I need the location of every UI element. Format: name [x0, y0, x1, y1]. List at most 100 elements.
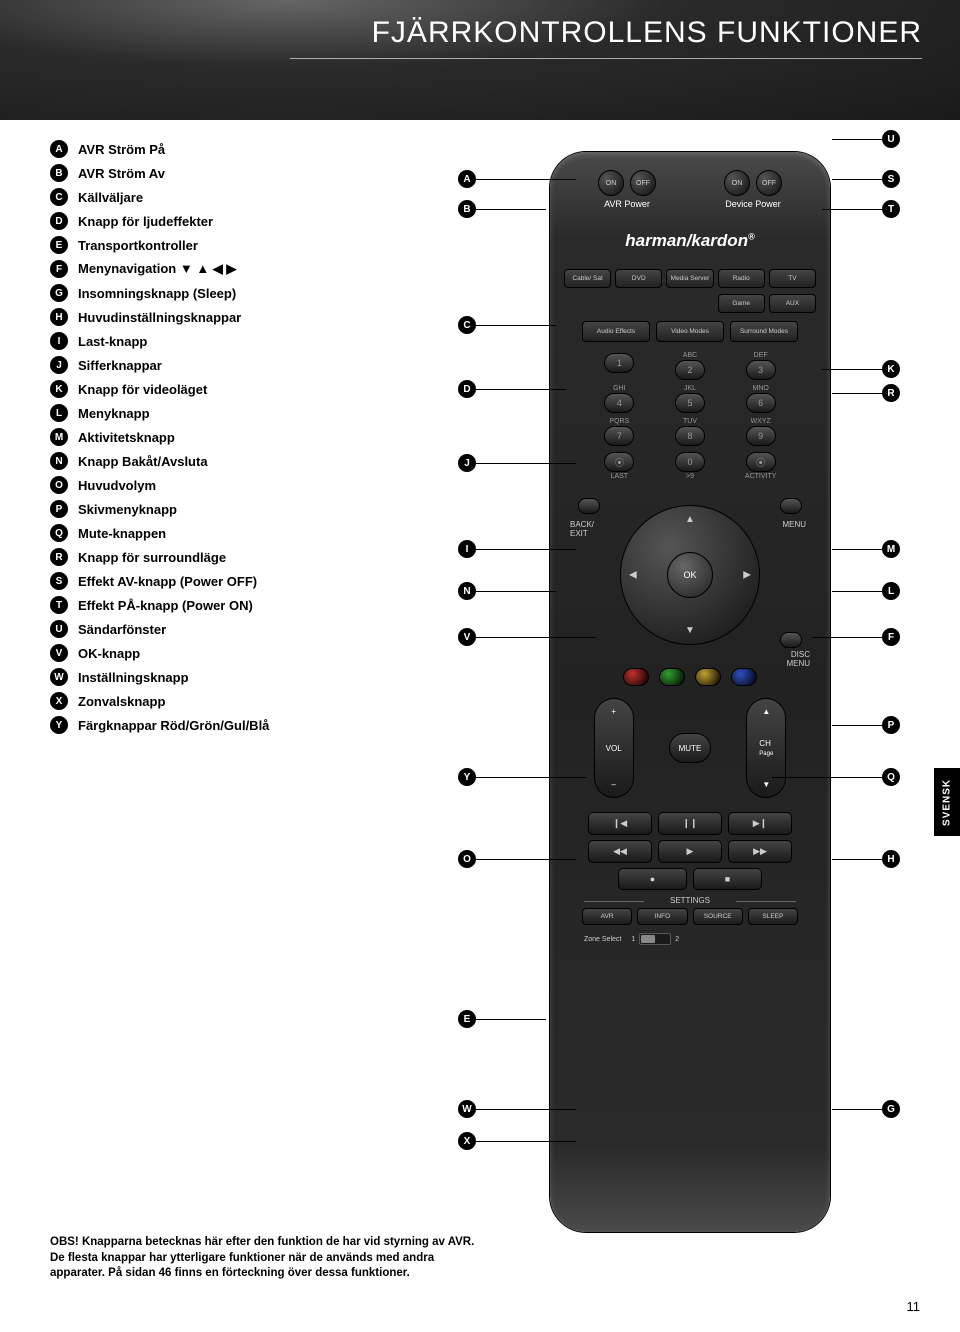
- source-button[interactable]: Cable/ Sat: [564, 269, 611, 288]
- color-button[interactable]: [731, 668, 757, 686]
- callout-bubble: X: [458, 1132, 476, 1150]
- transport-button[interactable]: ▶❙: [728, 812, 792, 835]
- zone-label: Zone Select: [584, 936, 621, 943]
- transport-button[interactable]: ❙◀: [588, 812, 652, 835]
- transport-button[interactable]: ❙❙: [658, 812, 722, 835]
- avr-on-button[interactable]: ON: [598, 170, 624, 196]
- settings-label: SETTINGS: [564, 896, 816, 905]
- ok-button[interactable]: OK: [667, 552, 713, 598]
- source-button[interactable]: AUX: [769, 294, 816, 313]
- nav-top-left-button[interactable]: [578, 498, 600, 514]
- legend-bubble: Q: [50, 524, 68, 542]
- legend-text: OK-knapp: [78, 646, 140, 661]
- legend-row: VOK-knapp: [50, 644, 380, 662]
- transport-button[interactable]: ◀◀: [588, 840, 652, 863]
- num-button[interactable]: 3: [746, 360, 776, 380]
- legend-bubble: O: [50, 476, 68, 494]
- callout-bubble: R: [882, 384, 900, 402]
- nav-down-icon: ▼: [685, 625, 695, 636]
- num-button[interactable]: ⦿: [604, 452, 634, 472]
- zone-switch[interactable]: [639, 933, 671, 945]
- avr-off-button[interactable]: OFF: [630, 170, 656, 196]
- num-button[interactable]: 6: [746, 393, 776, 413]
- source-button[interactable]: Media Server: [666, 269, 713, 288]
- source-button[interactable]: DVD: [615, 269, 662, 288]
- callout-left: I: [458, 540, 576, 558]
- legend-row: KKnapp för videoläget: [50, 380, 380, 398]
- transport-button[interactable]: ▶: [658, 840, 722, 863]
- transport-button[interactable]: ●: [618, 868, 687, 890]
- legend-bubble: M: [50, 428, 68, 446]
- legend-text: Transportkontroller: [78, 238, 198, 253]
- num-button[interactable]: 1: [604, 353, 634, 373]
- callout-bubble: C: [458, 316, 476, 334]
- legend-text: Last-knapp: [78, 334, 147, 349]
- legend-text: Effekt PÅ-knapp (Power ON): [78, 598, 253, 613]
- transport-button[interactable]: ▶▶: [728, 840, 792, 863]
- transport-controls: ❙◀❙❙▶❙ ◀◀▶▶▶ ●■: [588, 812, 792, 890]
- mute-button[interactable]: MUTE: [669, 733, 711, 763]
- mode-button[interactable]: Audio Effects: [582, 321, 650, 342]
- legend-text: Effekt AV-knapp (Power OFF): [78, 574, 257, 589]
- legend-row: QMute-knappen: [50, 524, 380, 542]
- transport-button[interactable]: ■: [693, 868, 762, 890]
- color-button[interactable]: [659, 668, 685, 686]
- power-row: ON OFF AVR Power ON OFF Device Power: [564, 170, 816, 209]
- num-button[interactable]: 7: [604, 426, 634, 446]
- num-button[interactable]: 8: [675, 426, 705, 446]
- legend-text: Menynavigation ▼ ▲ ◀ ▶: [78, 261, 236, 277]
- callout-left: X: [458, 1132, 576, 1150]
- callout-right: Q: [772, 768, 900, 786]
- color-button[interactable]: [623, 668, 649, 686]
- settings-button[interactable]: SOURCE: [693, 908, 743, 925]
- settings-button[interactable]: INFO: [637, 908, 687, 925]
- source-button[interactable]: Game: [718, 294, 765, 313]
- dev-off-button[interactable]: OFF: [756, 170, 782, 196]
- page-title: FJÄRRKONTROLLENS FUNKTIONER: [290, 16, 922, 59]
- mode-button[interactable]: Video Modes: [656, 321, 724, 342]
- disc-menu-label: DISC MENU: [786, 650, 810, 668]
- num-button[interactable]: 5: [675, 393, 705, 413]
- mode-row: Audio Effects Video Modes Surround Modes: [582, 321, 798, 342]
- legend-text: Knapp Bakåt/Avsluta: [78, 454, 208, 469]
- num-label: GHI: [590, 385, 649, 392]
- legend-row: RKnapp för surroundläge: [50, 548, 380, 566]
- num-button[interactable]: 4: [604, 393, 634, 413]
- settings-button[interactable]: SLEEP: [748, 908, 798, 925]
- dev-on-button[interactable]: ON: [724, 170, 750, 196]
- callout-bubble: S: [882, 170, 900, 188]
- volume-rocker[interactable]: + VOL –: [594, 698, 634, 798]
- callout-bubble: K: [882, 360, 900, 378]
- num-button[interactable]: 2: [675, 360, 705, 380]
- legend-text: Färgknappar Röd/Grön/Gul/Blå: [78, 718, 269, 733]
- source-button[interactable]: TV: [769, 269, 816, 288]
- legend-bubble: X: [50, 692, 68, 710]
- vol-label: VOL: [606, 744, 622, 753]
- source-button[interactable]: Radio: [718, 269, 765, 288]
- callout-right: T: [822, 200, 900, 218]
- legend-bubble: J: [50, 356, 68, 374]
- num-button[interactable]: 9: [746, 426, 776, 446]
- callout-left: N: [458, 582, 556, 600]
- legend-bubble: E: [50, 236, 68, 254]
- legend-row: LMenyknapp: [50, 404, 380, 422]
- num-button[interactable]: ⦿: [746, 452, 776, 472]
- callout-left: O: [458, 850, 576, 868]
- nav-top-right-button[interactable]: [780, 498, 802, 514]
- callout-bubble: T: [882, 200, 900, 218]
- callout-right: L: [832, 582, 900, 600]
- callout-right: S: [832, 170, 900, 188]
- color-button[interactable]: [695, 668, 721, 686]
- callout-right: R: [832, 384, 900, 402]
- source-row-1: Cable/ SatDVDMedia Server RadioTV: [564, 269, 816, 288]
- legend-bubble: Y: [50, 716, 68, 734]
- callout-bubble: I: [458, 540, 476, 558]
- settings-button[interactable]: AVR: [582, 908, 632, 925]
- legend-row: WInställningsknapp: [50, 668, 380, 686]
- legend-text: Huvudinställningsknappar: [78, 310, 241, 325]
- legend-row: USändarfönster: [50, 620, 380, 638]
- num-button[interactable]: 0: [675, 452, 705, 472]
- mode-button[interactable]: Surround Modes: [730, 321, 798, 342]
- callout-bubble: P: [882, 716, 900, 734]
- disc-menu-button[interactable]: [780, 632, 802, 648]
